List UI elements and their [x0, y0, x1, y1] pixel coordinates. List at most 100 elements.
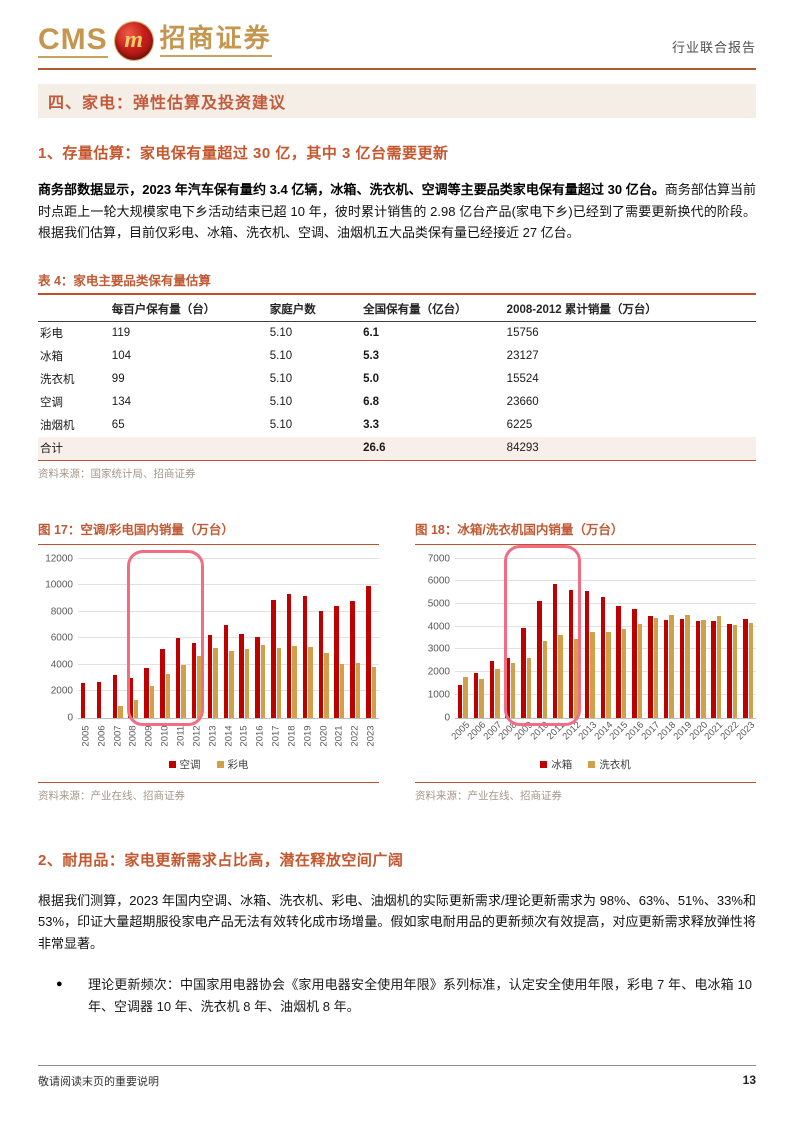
section-title-bar: 四、家电：弹性估算及投资建议 [38, 84, 756, 118]
bar-series-0 [663, 619, 669, 718]
table-cell: 6225 [506, 419, 533, 431]
figure-17-title: 图 17：空调/彩电国内销量（万台） [38, 519, 379, 545]
bar-series-1 [669, 614, 674, 718]
bar-group [645, 559, 661, 718]
table-4-block: 表 4：家电主要品类保有量估算 每百户保有量（台） 家庭户数 全国保有量（亿台） 20… [38, 270, 756, 481]
bullet-item: ● 理论更新频次：中国家用电器协会《家用电器安全使用年限》系列标准，认定安全使用… [38, 974, 756, 1017]
cms-logo-text: CMS [38, 23, 108, 58]
figure-18-plot: 0 1000 2000 3000 4000 5000 6000 7000 [428, 544, 756, 726]
bar-series-0 [679, 619, 685, 718]
grid-line [455, 602, 756, 604]
bar-series-0 [743, 618, 748, 718]
y-axis-tick-label: 0 [67, 712, 73, 723]
table-cell: 26.6 [361, 436, 505, 460]
x-axis-tick: 2007 [110, 719, 126, 755]
legend-item: 洗衣机 [588, 757, 631, 772]
table-cell: 23660 [506, 396, 539, 408]
bar-group [268, 559, 284, 718]
figure-18-x-axis-labels: 2005 2006 2007 2008 2009 2010 2011 2012 2013 2014… [449, 719, 757, 755]
bar-series-1 [542, 640, 548, 718]
bar-group [363, 559, 379, 718]
bar-series-1 [244, 649, 250, 718]
table-row: 冰箱 104 5.10 5.3 23127 [38, 345, 756, 368]
table-cell: 空调 [40, 397, 63, 409]
table-4-head: 每百户保有量（台） 家庭户数 全国保有量（亿台） 2008-2012 累计销量（万台） [38, 296, 756, 322]
y-axis-tick-label: 10000 [45, 579, 73, 591]
bar-series-1 [590, 632, 595, 718]
x-axis-tick-label: 2014 [223, 724, 235, 747]
x-axis-tick-label: 2022 [349, 724, 361, 747]
figure-17-rule [38, 781, 379, 783]
bar-series-1 [621, 628, 627, 718]
table-header-cell: 家庭户数 [267, 296, 362, 322]
x-axis-tick: 2021 [332, 719, 348, 755]
x-axis-tick: 2017 [268, 719, 284, 755]
bar-series-0 [175, 638, 181, 718]
y-axis-tick-label: 4000 [427, 621, 450, 633]
footer-disclaimer: 敬请阅读末页的重要说明 [38, 1076, 159, 1088]
bar-series-1 [118, 705, 123, 718]
paragraph-1-rest: 商务部估算当前时点距上一轮大规模家电下乡活动结束已超 10 年，彼时累计销售的 … [38, 182, 756, 240]
x-axis-tick-label: 2020 [318, 724, 330, 747]
bar-series-1 [371, 666, 377, 718]
grid-line [455, 648, 756, 650]
bar-group [455, 559, 471, 718]
x-axis-tick-label: 2009 [143, 724, 155, 747]
x-axis-tick: 2013 [205, 719, 221, 755]
table-header-row: 每百户保有量（台） 家庭户数 全国保有量（亿台） 2008-2012 累计销量（万台） [38, 296, 756, 322]
table-cell: 84293 [504, 436, 756, 460]
cms-logo-icon: m [114, 22, 153, 60]
bar-series-1 [355, 663, 361, 718]
bar-series-0 [286, 594, 292, 718]
table-header-cell: 2008-2012 累计销量（万台） [504, 296, 756, 322]
bar-series-0 [505, 658, 510, 718]
x-axis-tick: 2018 [284, 719, 300, 755]
x-axis-tick-label: 2008 [127, 724, 139, 747]
bar-series-0 [239, 634, 244, 718]
bar-series-0 [302, 595, 308, 718]
table-cell: 彩电 [40, 328, 63, 340]
x-axis-tick: 2022 [347, 719, 363, 755]
x-axis-tick: 2015 [236, 719, 252, 755]
x-axis-tick: 2009 [141, 719, 157, 755]
bullet-text: 理论更新频次：中国家用电器协会《家用电器安全使用年限》系列标准，认定安全使用年限… [88, 977, 752, 1014]
grid-line [455, 557, 756, 559]
table-row: 彩电 119 5.10 6.1 15756 [38, 321, 756, 345]
bar-group [347, 559, 363, 718]
grid-line [455, 693, 756, 695]
x-axis-tick-label: 2006 [96, 724, 108, 747]
figure-17: 图 17：空调/彩电国内销量（万台） 0 2000 4000 6000 8000 1000… [38, 519, 379, 803]
table-4-body: 彩电 119 5.10 6.1 15756 冰箱 104 5.10 5.3 23127 洗衣机 99 5… [38, 321, 756, 460]
bar-series-0 [711, 620, 716, 718]
table-cell: 洗衣机 [40, 374, 75, 386]
figure-18-plot-area: 0 1000 2000 3000 4000 5000 6000 7000 2005 2006 20… [415, 544, 757, 755]
figure-17-x-axis-labels: 2005 2006 2007 2008 2009 2010 2011 2012 2013 2014… [78, 719, 379, 755]
legend-item: 空调 [168, 757, 201, 772]
bar-group [677, 559, 693, 718]
bar-group [126, 559, 142, 718]
x-axis-tick-label: 2007 [112, 724, 124, 747]
bar-group [582, 559, 598, 718]
table-cell: 5.10 [269, 373, 293, 385]
bar-series-1 [606, 632, 611, 718]
bar-series-1 [510, 663, 516, 718]
bar-series-0 [334, 605, 339, 718]
x-axis-tick: 2023 [363, 719, 379, 755]
x-axis-tick-label: 2010 [159, 724, 171, 747]
table-cell [109, 436, 268, 460]
table-cell: 65 [111, 419, 125, 431]
bar-group [141, 559, 157, 718]
bar-group [740, 559, 756, 718]
x-axis-tick: 2011 [173, 719, 189, 755]
figure-17-source: 资料来源：产业在线、招商证券 [38, 790, 185, 802]
y-axis-tick-label: 2000 [427, 666, 450, 678]
legend-item: 彩电 [216, 757, 249, 772]
y-axis-tick-label: 8000 [50, 606, 73, 617]
bar-group [316, 559, 332, 718]
bar-series-1 [133, 700, 139, 718]
bar-series-0 [616, 605, 621, 718]
table-cell: 冰箱 [40, 351, 63, 363]
x-axis-tick: 2008 [126, 719, 142, 755]
bar-group [724, 559, 740, 718]
